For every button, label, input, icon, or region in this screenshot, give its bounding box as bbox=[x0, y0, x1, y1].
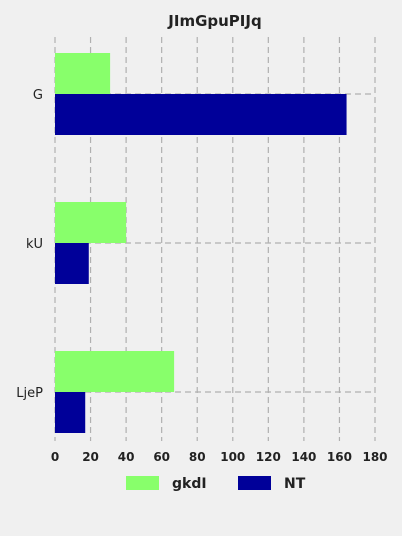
x-tick-label-1: 20 bbox=[82, 450, 99, 464]
bar-NT-LjeP bbox=[55, 392, 86, 433]
bars-layer bbox=[55, 53, 347, 433]
x-tick-label-0: 0 bbox=[51, 450, 59, 464]
legend: gkdI NT bbox=[126, 476, 306, 492]
legend-swatch-gkdI bbox=[126, 476, 159, 490]
x-tick-label-8: 160 bbox=[327, 450, 352, 464]
x-tick-label-7: 140 bbox=[291, 450, 316, 464]
x-tick-label-9: 180 bbox=[362, 450, 387, 464]
legend-label-NT: NT bbox=[284, 476, 306, 492]
bar-NT-kU bbox=[55, 243, 89, 284]
legend-label-gkdI: gkdI bbox=[172, 476, 207, 492]
bar-NT-G bbox=[55, 94, 347, 135]
x-axis: 0 20 40 60 80 100 120 140 160 180 bbox=[51, 450, 388, 464]
x-tick-label-2: 40 bbox=[118, 450, 135, 464]
chart-title: JImGpuPIJq bbox=[167, 12, 261, 30]
x-tick-label-4: 80 bbox=[189, 450, 206, 464]
y-tick-label-1: kU bbox=[26, 237, 43, 252]
bar-gkdI-LjeP bbox=[55, 351, 175, 392]
x-tick-label-3: 60 bbox=[153, 450, 170, 464]
bar-gkdI-G bbox=[55, 53, 111, 94]
bar-gkdI-kU bbox=[55, 202, 127, 243]
y-tick-label-2: LjeP bbox=[16, 386, 43, 401]
x-tick-label-6: 120 bbox=[256, 450, 281, 464]
legend-swatch-NT bbox=[238, 476, 271, 490]
y-tick-label-0: G bbox=[33, 88, 43, 103]
x-tick-label-5: 100 bbox=[220, 450, 245, 464]
y-axis: GkU LjeP bbox=[16, 88, 43, 401]
